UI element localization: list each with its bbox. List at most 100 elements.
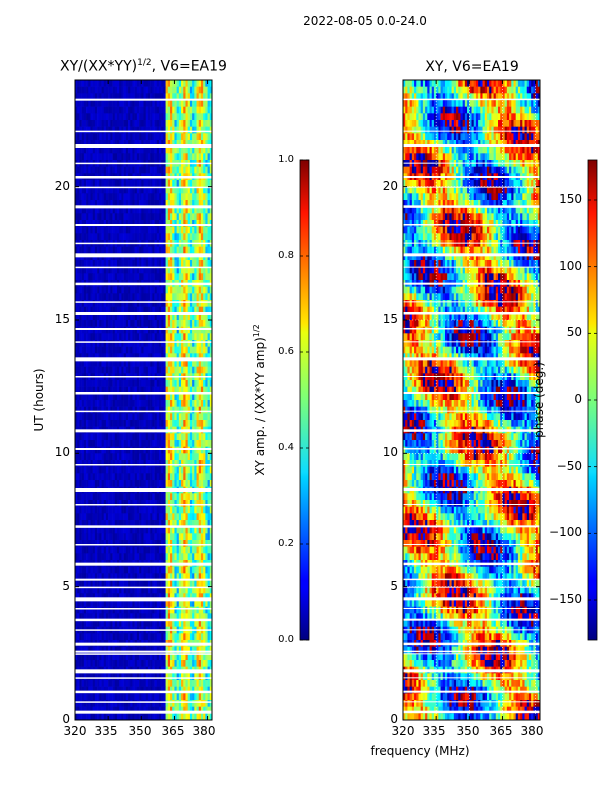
amp-cell bbox=[203, 420, 206, 427]
amp-cell bbox=[108, 400, 111, 407]
amp-cell bbox=[75, 266, 78, 274]
amp-cell bbox=[141, 313, 144, 321]
amp-cell bbox=[130, 320, 133, 327]
amp-cell bbox=[158, 220, 162, 227]
amp-cell bbox=[134, 293, 138, 301]
amp-cell bbox=[90, 106, 93, 114]
amp-cell bbox=[198, 573, 202, 581]
amp-cell bbox=[192, 313, 195, 321]
amp-cell bbox=[200, 140, 204, 147]
amp-cell bbox=[161, 540, 164, 547]
amp-cell bbox=[132, 246, 135, 254]
amp-cell bbox=[139, 293, 142, 301]
amp-cell bbox=[200, 526, 204, 534]
amp-cell bbox=[152, 226, 155, 234]
amp-cell bbox=[198, 180, 202, 187]
amp-cell bbox=[192, 593, 195, 601]
amp-cell bbox=[90, 113, 93, 121]
amp-cell bbox=[77, 526, 80, 534]
amp-cell bbox=[150, 126, 153, 134]
amp-cell bbox=[101, 406, 105, 414]
amp-cell bbox=[105, 413, 109, 421]
amp-cell bbox=[132, 460, 135, 467]
amp-cell bbox=[125, 120, 129, 127]
amp-cell bbox=[203, 386, 206, 394]
amp-cell bbox=[119, 506, 122, 514]
amp-cell bbox=[154, 133, 158, 141]
amp-cell bbox=[81, 586, 85, 594]
amp-cell bbox=[101, 606, 105, 614]
amp-cell bbox=[99, 226, 102, 234]
amp-cell bbox=[194, 466, 197, 474]
amp-cell bbox=[90, 166, 93, 174]
amp-cell bbox=[209, 346, 213, 354]
amp-cell bbox=[101, 233, 105, 241]
amp-cell bbox=[128, 593, 131, 601]
amp-cell bbox=[189, 226, 193, 234]
amp-cell bbox=[110, 80, 113, 87]
amp-cell bbox=[163, 393, 166, 401]
amp-cell bbox=[145, 193, 149, 201]
amp-cell bbox=[141, 320, 144, 327]
amp-cell bbox=[189, 500, 193, 507]
amp-cell bbox=[181, 366, 184, 374]
amp-cell bbox=[161, 600, 164, 607]
amp-cell bbox=[174, 186, 177, 194]
amp-cell bbox=[203, 606, 206, 614]
amp-cell bbox=[152, 413, 155, 421]
amp-cell bbox=[90, 126, 93, 134]
amp-cell bbox=[83, 546, 87, 554]
amp-cell bbox=[178, 466, 182, 474]
amp-cell bbox=[203, 80, 206, 87]
amp-cell bbox=[158, 146, 162, 154]
amp-cell bbox=[161, 580, 164, 587]
amp-cell bbox=[192, 500, 195, 507]
amp-cell bbox=[205, 133, 208, 141]
amp-cell bbox=[134, 400, 138, 407]
amp-cell bbox=[170, 566, 173, 574]
amp-cell bbox=[200, 106, 204, 114]
amp-cell bbox=[158, 566, 162, 574]
amp-cell bbox=[200, 346, 204, 354]
amp-cell bbox=[196, 533, 200, 541]
amp-cell bbox=[83, 606, 87, 614]
amp-cell bbox=[167, 340, 171, 347]
amp-cell bbox=[94, 613, 98, 621]
amp-cell bbox=[88, 393, 91, 401]
amp-cell bbox=[183, 113, 186, 121]
amp-cell bbox=[105, 266, 109, 274]
amp-cell bbox=[92, 473, 96, 481]
amp-cell bbox=[101, 293, 105, 301]
amp-cell bbox=[99, 320, 102, 327]
amp-cell bbox=[194, 440, 197, 447]
amp-cell bbox=[209, 326, 213, 334]
amp-cell bbox=[176, 306, 180, 314]
amp-cell bbox=[183, 580, 186, 587]
amp-cell bbox=[176, 433, 180, 441]
amp-cell bbox=[94, 466, 98, 474]
amp-cell bbox=[185, 360, 188, 367]
amp-cell bbox=[132, 573, 135, 581]
amp-cell bbox=[130, 533, 133, 541]
amp-cell bbox=[119, 126, 122, 134]
amp-cell bbox=[185, 453, 188, 461]
amp-cell bbox=[81, 526, 85, 534]
amp-cell bbox=[79, 233, 82, 241]
amp-cell bbox=[123, 440, 127, 447]
amp-cell bbox=[114, 440, 118, 447]
amp-cell bbox=[88, 206, 91, 214]
amp-cell bbox=[86, 366, 89, 374]
amp-cell bbox=[128, 273, 131, 281]
amp-cell bbox=[97, 206, 100, 214]
amp-cell bbox=[154, 213, 158, 221]
amp-cell bbox=[139, 460, 142, 467]
amp-cell bbox=[203, 513, 206, 521]
amp-cell bbox=[99, 153, 102, 161]
amp-cell bbox=[143, 146, 147, 154]
amp-cell bbox=[128, 460, 131, 467]
amp-cell bbox=[132, 546, 135, 554]
amp-cell bbox=[128, 80, 131, 87]
amp-cell bbox=[139, 540, 142, 547]
amp-cell bbox=[97, 193, 100, 201]
amp-cell bbox=[77, 600, 80, 607]
